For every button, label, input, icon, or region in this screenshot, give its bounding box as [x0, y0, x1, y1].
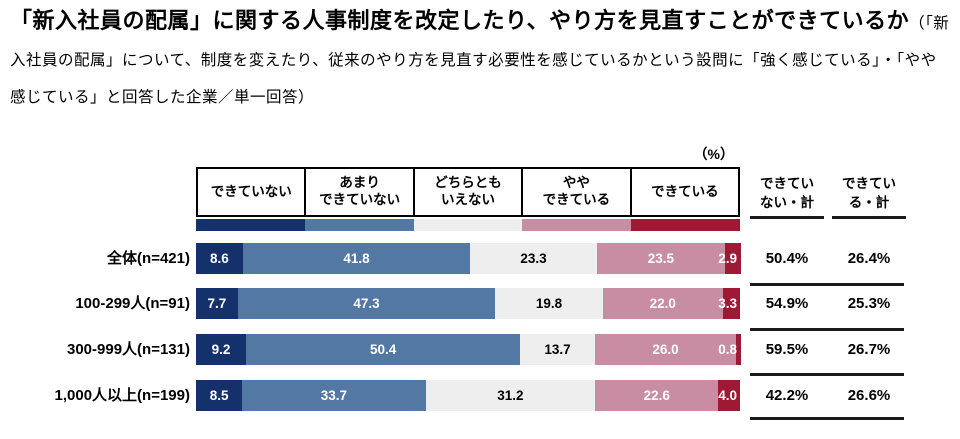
summary-can-total: 25.3% — [847, 295, 891, 312]
legend-item-yaya-dekiteiru: やや できている — [521, 169, 629, 215]
segment-value-last: 0.8 — [718, 342, 737, 357]
row-label-100-299: 100-299人(n=91) — [75, 295, 190, 312]
bar-segment: 7.7 — [196, 288, 238, 319]
segment-value: 7.7 — [207, 296, 227, 311]
legend-item-dochiratomo-ienai: どちらとも いえない — [412, 169, 521, 215]
row-label-zentai: 全体(n=421) — [107, 250, 190, 267]
segment-value: 33.7 — [320, 388, 348, 403]
summary-can-total: 26.7% — [847, 341, 891, 358]
summary-row-zentai: 50.4% 26.4% — [750, 243, 906, 274]
bar-segment: 8.6 — [196, 243, 243, 274]
segment-value: 31.2 — [497, 388, 524, 403]
segment-value-last: 4.0 — [718, 388, 737, 403]
bar-row-zentai: 8.6 41.8 23.3 23.5 2.9 — [196, 243, 741, 274]
bar-segment — [724, 243, 741, 274]
summary-can-total: 26.6% — [847, 387, 891, 404]
bar-segment: 33.7 — [242, 380, 426, 411]
chart-title: 「新入社員の配属」に関する人事制度を改定したり、やり方を見直すことができているか… — [10, 2, 952, 116]
legend-swatch-navy — [196, 219, 305, 231]
bar-segment: 26.0 — [594, 334, 737, 365]
legend-swatch-pink — [522, 219, 632, 231]
legend-swatch-gray — [413, 219, 523, 231]
segment-value: 9.2 — [211, 342, 231, 357]
segment-value: 22.6 — [643, 388, 670, 403]
bar-segment: 50.4 — [246, 334, 521, 365]
segment-value: 8.5 — [209, 388, 229, 403]
chart-title-main: 「新入社員の配属」に関する人事制度を改定したり、やり方を見直すことができているか — [10, 8, 910, 33]
summary-divider — [750, 417, 904, 420]
summary-cannot-total: 50.4% — [765, 250, 809, 267]
summary-row-1000plus: 42.2% 26.6% — [750, 380, 906, 411]
bar-segment: 22.6 — [595, 380, 719, 411]
percent-unit-label: （%） — [693, 146, 734, 162]
segment-value: 23.5 — [647, 251, 674, 266]
row-label-1000plus: 1,000人以上(n=199) — [54, 387, 190, 404]
bar-row-1000plus: 8.5 33.7 31.2 22.6 4.0 — [196, 380, 740, 411]
segment-value-last: 2.9 — [718, 251, 737, 266]
bar-segment: 19.8 — [495, 288, 603, 319]
summary-divider — [750, 373, 904, 376]
summary-cannot-total: 54.9% — [765, 295, 809, 312]
legend-color-strip — [196, 219, 740, 231]
bar-segment: 22.0 — [602, 288, 723, 319]
bar-segment: 23.5 — [596, 243, 725, 274]
summary-can-total: 26.4% — [847, 250, 891, 267]
legend-item-dekiteiru: できている — [629, 169, 738, 215]
legend-swatch-blue — [304, 219, 414, 231]
bar-row-300-999: 9.2 50.4 13.7 26.0 0.8 — [196, 334, 741, 365]
legend-box: できていない あまり できていない どちらとも いえない やや できている でき… — [196, 167, 740, 217]
summary-divider — [750, 328, 904, 331]
bar-row-100-299: 7.7 47.3 19.8 22.0 3.3 — [196, 288, 741, 319]
summary-header-can-total: できてい る・計 — [832, 171, 906, 219]
bar-segment: 31.2 — [425, 380, 596, 411]
summary-headers: できてい ない・計 できてい る・計 — [750, 171, 906, 219]
bar-segment: 23.3 — [470, 243, 597, 274]
segment-value: 26.0 — [652, 342, 679, 357]
bar-segment — [722, 288, 741, 319]
legend-item-amari-dekiteinai: あまり できていない — [304, 169, 412, 215]
chart-title-parenthetical: （「新入社員の配属」について、制度を変えたり、従来のやり方を見直す必要性を感じて… — [10, 15, 950, 106]
segment-value: 23.3 — [520, 251, 547, 266]
summary-row-300-999: 59.5% 26.7% — [750, 334, 906, 365]
bar-segment: 13.7 — [520, 334, 595, 365]
summary-divider — [750, 283, 904, 286]
legend-item-dekiteinai: できていない — [210, 183, 292, 199]
summary-cannot-total: 42.2% — [765, 387, 809, 404]
segment-value-last: 3.3 — [718, 296, 737, 311]
bar-segment — [718, 380, 740, 411]
bar-segment: 9.2 — [196, 334, 247, 365]
summary-row-100-299: 54.9% 25.3% — [750, 288, 906, 319]
bar-segment: 41.8 — [242, 243, 471, 274]
bar-segment — [736, 334, 741, 365]
segment-value: 22.0 — [649, 296, 676, 311]
summary-cannot-total: 59.5% — [765, 341, 809, 358]
summary-header-cannot-total: できてい ない・計 — [750, 171, 824, 219]
legend-swatch-crimson — [631, 219, 740, 231]
segment-value: 47.3 — [353, 296, 380, 311]
bar-segment: 8.5 — [196, 380, 243, 411]
segment-value: 19.8 — [535, 296, 563, 311]
row-label-300-999: 300-999人(n=131) — [67, 341, 190, 358]
segment-value: 8.6 — [210, 251, 229, 266]
bar-segment: 47.3 — [237, 288, 496, 319]
segment-value: 50.4 — [369, 342, 397, 357]
segment-value: 13.7 — [544, 342, 571, 357]
segment-value: 41.8 — [343, 251, 370, 266]
